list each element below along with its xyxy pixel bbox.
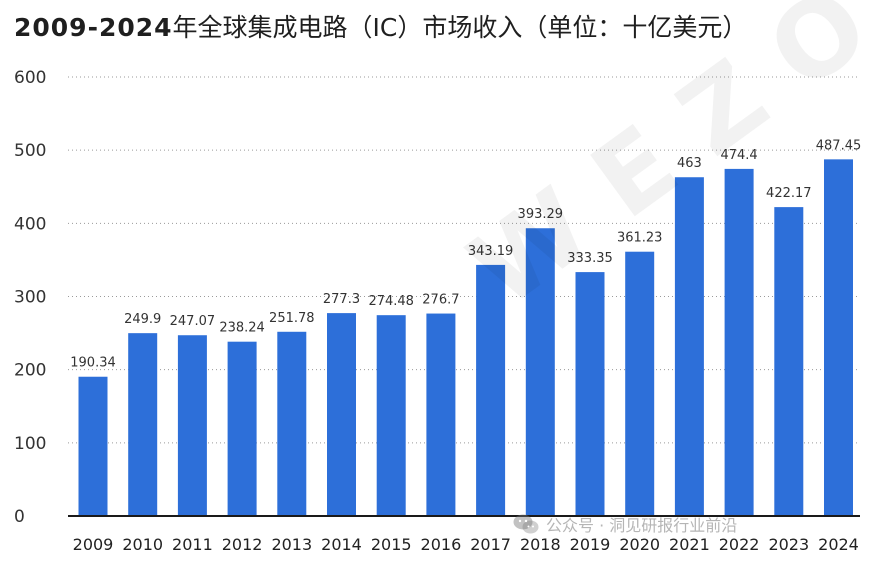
data-label: 274.48	[368, 294, 414, 309]
bar	[824, 159, 853, 516]
x-tick-label: 2023	[768, 535, 809, 554]
y-tick-label: 100	[14, 434, 46, 454]
data-label: 251.78	[269, 311, 315, 326]
x-tick-label: 2010	[122, 535, 163, 554]
data-label: 343.19	[468, 244, 514, 259]
data-label: 422.17	[766, 186, 812, 201]
bar	[575, 272, 605, 516]
data-label: 474.4	[720, 148, 757, 163]
bar	[327, 313, 356, 516]
x-tick-label: 2013	[271, 535, 312, 554]
y-tick-label: 300	[14, 288, 46, 308]
data-label: 238.24	[219, 321, 265, 336]
data-label: 333.35	[567, 251, 613, 266]
x-tick-label: 2018	[520, 535, 561, 554]
x-tick-label: 2022	[719, 535, 760, 554]
bar	[525, 228, 555, 517]
bars	[78, 159, 853, 517]
y-tick-label: 600	[14, 68, 46, 88]
x-tick-label: 2019	[570, 535, 611, 554]
bar	[426, 313, 456, 516]
bar	[774, 207, 804, 516]
data-label: 276.7	[422, 293, 459, 308]
y-tick-label: 400	[14, 214, 46, 234]
bar	[674, 177, 704, 516]
chart-title: 2009-2024年全球集成电路（IC）市场收入（单位：十亿美元）	[14, 8, 747, 44]
data-label: 277.3	[323, 292, 360, 307]
chart-title-years: 2009-2024	[14, 13, 173, 42]
x-tick-label: 2009	[73, 535, 114, 554]
bar	[177, 335, 207, 516]
x-tick-label: 2024	[818, 535, 859, 554]
data-labels: 190.34 249.9 247.07 238.24 251.78 277.3 274.48…	[70, 138, 861, 370]
data-label: 393.29	[518, 207, 564, 222]
chart-title-text: 年全球集成电路（IC）市场收入（单位：十亿美元）	[172, 13, 748, 42]
data-label: 190.34	[70, 356, 116, 371]
data-label: 487.45	[816, 138, 862, 153]
y-tick-label: 200	[14, 361, 46, 381]
bar	[376, 315, 406, 516]
x-tick-label: 2015	[371, 535, 412, 554]
bar	[724, 168, 754, 516]
bar	[78, 376, 108, 516]
bar	[476, 264, 506, 516]
bar	[277, 331, 307, 516]
x-tick-label: 2016	[421, 535, 462, 554]
y-tick-label: 0	[14, 507, 25, 527]
x-tick-label: 2012	[222, 535, 263, 554]
bar	[128, 333, 158, 516]
data-label: 463	[677, 156, 702, 171]
y-axis-ticks: 0 100 200 300 400 500 600	[14, 68, 46, 527]
x-tick-label: 2017	[470, 535, 511, 554]
x-tick-label: 2021	[669, 535, 710, 554]
bar	[625, 251, 655, 516]
x-axis-ticks: 2009 2010 2011 2012 2013 2014 2015 2016 2017 2018…	[73, 535, 859, 554]
data-label: 247.07	[170, 314, 216, 329]
data-label: 361.23	[617, 231, 663, 246]
x-tick-label: 2014	[321, 535, 362, 554]
data-label: 249.9	[124, 312, 161, 327]
y-tick-label: 500	[14, 141, 46, 161]
bar	[227, 341, 257, 516]
x-tick-label: 2020	[619, 535, 660, 554]
x-tick-label: 2011	[172, 535, 213, 554]
